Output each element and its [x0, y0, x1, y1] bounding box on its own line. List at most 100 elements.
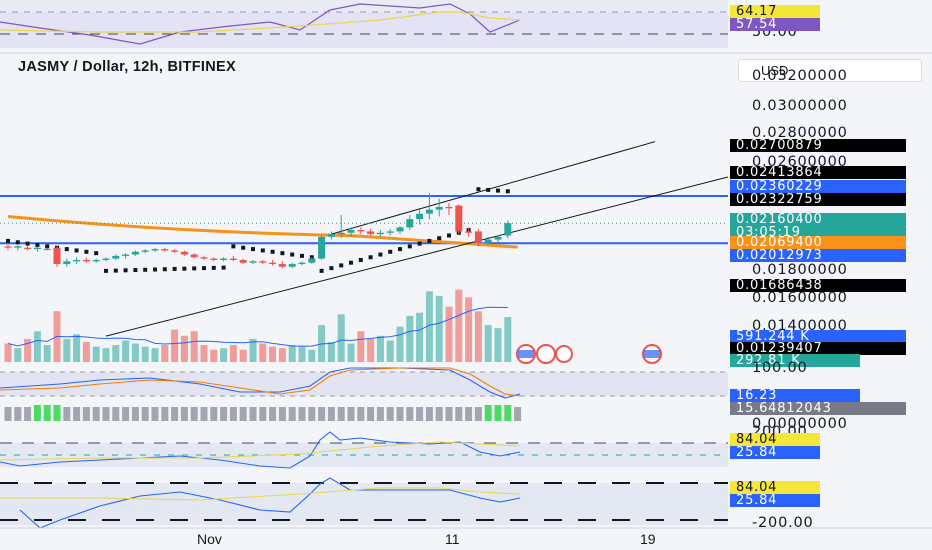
- candle[interactable]: [425, 209, 433, 214]
- candle[interactable]: [102, 258, 110, 260]
- candle[interactable]: [220, 258, 228, 260]
- stoch-hist-bar: [229, 407, 237, 421]
- candle[interactable]: [337, 232, 345, 235]
- candle[interactable]: [367, 231, 375, 235]
- candle[interactable]: [190, 254, 198, 258]
- price-tag: 0.02700879: [730, 139, 906, 152]
- stoch-hist-bar: [445, 407, 453, 421]
- price-pane[interactable]: [0, 141, 729, 362]
- stoch-hist-tag: 15.64812043: [730, 402, 906, 415]
- stoch-hist-bar: [200, 407, 208, 421]
- sar-dot: [270, 249, 275, 254]
- stoch-hist-bar: [416, 407, 424, 421]
- currency-selector[interactable]: USD: [738, 59, 922, 82]
- stoch-hist-bar: [318, 407, 326, 421]
- candle[interactable]: [249, 261, 257, 263]
- candle[interactable]: [43, 249, 51, 251]
- event-icon[interactable]: [555, 345, 573, 363]
- candle[interactable]: [435, 206, 443, 210]
- stoch-hist-bar: [239, 407, 247, 421]
- stoch-hist-bar: [151, 407, 159, 421]
- stoch-d-line: [0, 367, 521, 397]
- candle[interactable]: [445, 206, 453, 209]
- candle[interactable]: [141, 250, 149, 252]
- candle[interactable]: [259, 261, 267, 263]
- candle[interactable]: [269, 262, 277, 265]
- candle[interactable]: [200, 257, 208, 259]
- candle[interactable]: [406, 219, 414, 228]
- candle[interactable]: [386, 231, 394, 233]
- volume-bar: [435, 295, 443, 362]
- candle[interactable]: [484, 239, 492, 243]
- stoch-hist-bar: [190, 407, 198, 421]
- candle[interactable]: [455, 205, 463, 232]
- candle[interactable]: [122, 254, 130, 256]
- stoch-hist-bar: [63, 407, 71, 421]
- candle[interactable]: [82, 259, 90, 262]
- channel-upper-line[interactable]: [331, 141, 656, 235]
- candle[interactable]: [131, 251, 139, 255]
- us-flag-event-icon[interactable]: [536, 344, 556, 364]
- candle[interactable]: [210, 258, 218, 260]
- stoch-hist-bar: [141, 407, 149, 421]
- candle[interactable]: [180, 251, 188, 255]
- candle[interactable]: [92, 259, 100, 262]
- candle[interactable]: [288, 264, 296, 267]
- sar-dot: [221, 265, 226, 270]
- price-axis-tick: 0.01600000: [752, 290, 848, 306]
- candle[interactable]: [161, 249, 169, 251]
- volume-bar: [298, 346, 306, 362]
- candle[interactable]: [494, 236, 502, 240]
- candle[interactable]: [504, 223, 512, 236]
- candle[interactable]: [33, 247, 41, 250]
- volume-bar: [4, 343, 12, 362]
- current-price-tag: 0.02160400: [730, 213, 906, 226]
- sar-dot: [15, 240, 20, 245]
- candle[interactable]: [63, 261, 71, 265]
- candle[interactable]: [171, 250, 179, 252]
- candle[interactable]: [308, 258, 316, 263]
- rsi-top-line: [0, 3, 521, 45]
- sar-dot: [447, 233, 451, 238]
- candle[interactable]: [396, 227, 404, 232]
- sar-dot: [260, 248, 265, 253]
- sar-dot: [64, 247, 69, 252]
- sar-dot: [192, 266, 197, 271]
- candle[interactable]: [239, 259, 247, 263]
- candle[interactable]: [347, 230, 355, 233]
- price-tag-support: 0.02012973: [730, 249, 906, 262]
- sar-dot: [113, 268, 118, 273]
- candle[interactable]: [474, 231, 482, 243]
- volume-bar: [249, 338, 257, 362]
- stoch-hist-bar: [514, 407, 522, 421]
- stoch-hist-bar: [288, 407, 296, 421]
- candle[interactable]: [298, 262, 306, 265]
- volume-bar: [347, 343, 355, 362]
- symbol-title[interactable]: JASMY / Dollar, 12h, BITFINEX: [18, 59, 236, 75]
- sar-dot: [172, 266, 177, 271]
- sar-dot: [486, 187, 491, 192]
- candle[interactable]: [53, 247, 61, 265]
- event-badges[interactable]: [516, 344, 662, 364]
- cci1-signal-tag: 84.04: [730, 433, 820, 446]
- candle[interactable]: [357, 230, 365, 232]
- cci2-signal-line: [0, 487, 521, 501]
- channel-lower-line[interactable]: [105, 176, 729, 337]
- cci1-signal-line: [0, 441, 521, 461]
- candle[interactable]: [73, 259, 81, 262]
- candle[interactable]: [376, 232, 384, 235]
- sar-dot: [437, 236, 442, 241]
- candle[interactable]: [416, 213, 424, 220]
- candle[interactable]: [4, 246, 12, 248]
- candle[interactable]: [465, 231, 473, 233]
- candle[interactable]: [318, 236, 326, 259]
- candle[interactable]: [327, 234, 335, 237]
- candle[interactable]: [278, 264, 286, 267]
- candle[interactable]: [24, 247, 32, 250]
- candle[interactable]: [112, 255, 120, 259]
- candle[interactable]: [229, 258, 237, 260]
- candle[interactable]: [14, 246, 22, 248]
- candle[interactable]: [151, 249, 159, 251]
